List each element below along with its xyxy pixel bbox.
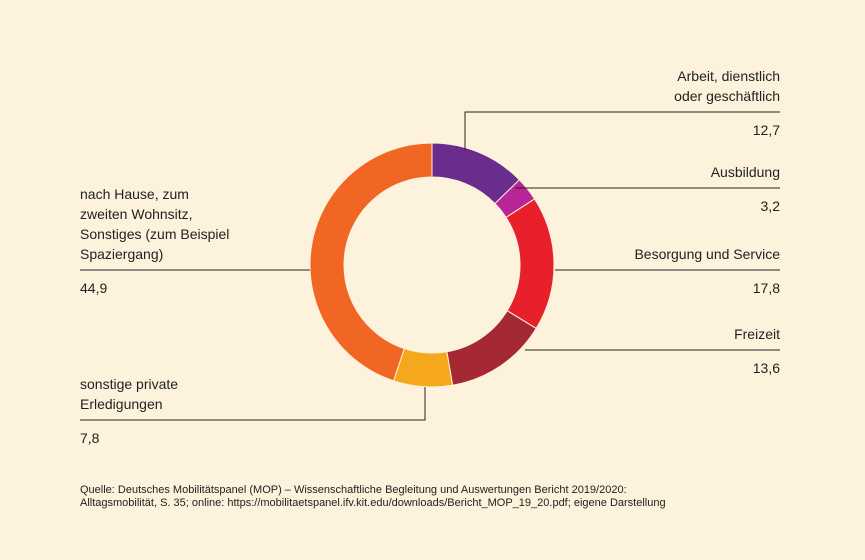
donut-segment: [505, 198, 555, 330]
category-label: Arbeit, dienstlich oder geschäftlich: [674, 68, 780, 104]
value-label: 13,6: [752, 360, 780, 376]
value-label: 3,2: [760, 198, 780, 214]
source: Quelle: Deutsches Mobilitätspanel (MOP) …: [80, 484, 627, 496]
source: Alltagsmobilität, S. 35; online: https:/…: [80, 497, 666, 509]
category-label: sonstige private Erledigungen: [80, 376, 179, 412]
value-label: 12,7: [752, 122, 780, 138]
value-label: 44,9: [80, 280, 108, 296]
category-label: Ausbildung: [710, 164, 780, 180]
donut-segment: [309, 142, 433, 382]
donut-segment: [446, 310, 537, 386]
value-label: 7,8: [80, 430, 100, 446]
category-label: Besorgung und Service: [634, 246, 780, 262]
category-label: nach Hause, zum zweiten Wohnsitz, Sonsti…: [80, 186, 230, 262]
value-label: 17,8: [752, 280, 780, 296]
category-label: Freizeit: [734, 326, 780, 342]
leader-line: [80, 387, 426, 421]
leader-line: [464, 111, 780, 150]
